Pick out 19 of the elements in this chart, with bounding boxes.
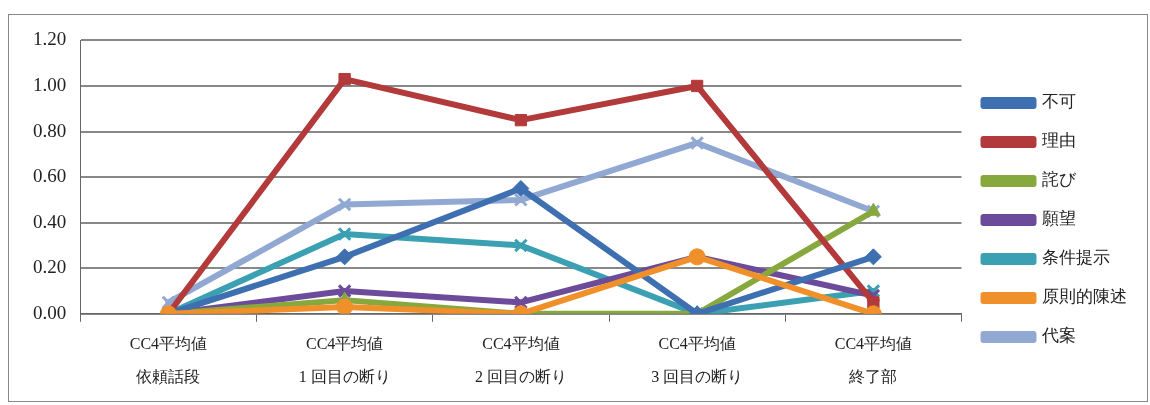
x-tick-label: CC4平均値 2 回目の断り [474,334,567,386]
legend-label: 代案 [1041,326,1076,346]
legend-label: 願望 [1042,209,1076,229]
legend-label: 条件提示 [1042,248,1110,268]
legend-label: 理由 [1042,131,1076,151]
x-tick-label: CC4平均値 3 回目の断り [651,334,744,386]
x-tick-label: CC4平均値 1 回目の断り [298,334,391,386]
y-tick-label: 0.40 [33,210,67,232]
legend-label: 不可 [1042,92,1076,112]
x-tick-label: CC4平均値依頼話段 [129,334,208,386]
y-tick-label: 0.00 [33,301,67,323]
legend-label: 原則的陳述 [1042,287,1127,307]
y-tick-label: 0.80 [33,119,67,141]
x-tick-label: CC4平均値終了部 [834,334,913,386]
legend-label: 詫び [1042,170,1077,190]
y-tick-label: 1.20 [33,28,67,50]
y-tick-label: 1.00 [33,73,67,95]
y-tick-label: 0.60 [33,165,67,187]
y-tick-label: 0.20 [33,256,67,278]
